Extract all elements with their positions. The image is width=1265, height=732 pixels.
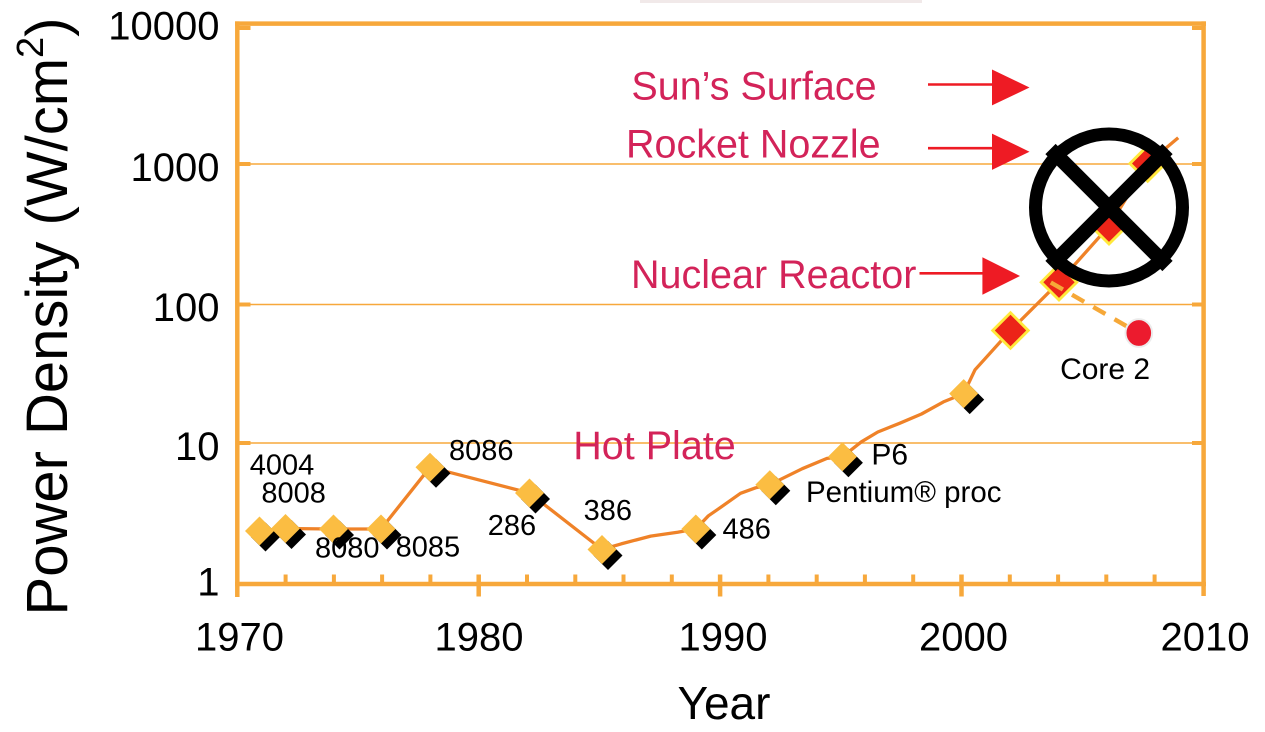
- svg-text:10: 10: [175, 425, 220, 469]
- svg-text:Nuclear Reactor: Nuclear Reactor: [631, 253, 916, 297]
- svg-text:P6: P6: [871, 439, 908, 472]
- svg-text:Year: Year: [678, 677, 771, 729]
- svg-text:10000: 10000: [108, 5, 219, 49]
- svg-text:2000: 2000: [919, 616, 1008, 660]
- svg-text:1: 1: [197, 561, 219, 605]
- svg-text:8085: 8085: [396, 532, 461, 564]
- svg-text:8008: 8008: [261, 477, 326, 509]
- svg-text:Sun’s Surface: Sun’s Surface: [631, 64, 876, 108]
- svg-text:8080: 8080: [315, 533, 380, 565]
- svg-text:1000: 1000: [131, 146, 220, 190]
- svg-text:100: 100: [153, 286, 220, 330]
- svg-text:4004: 4004: [250, 449, 315, 481]
- svg-text:Core 2: Core 2: [1060, 353, 1150, 386]
- svg-text:486: 486: [723, 514, 771, 546]
- svg-text:2010: 2010: [1161, 616, 1250, 660]
- svg-text:1980: 1980: [435, 616, 524, 660]
- svg-text:286: 286: [488, 510, 536, 542]
- svg-text:Pentium® proc: Pentium® proc: [806, 476, 1002, 509]
- svg-text:Power Density (W/cm2): Power Density (W/cm2): [10, 18, 80, 616]
- svg-text:1990: 1990: [679, 616, 768, 660]
- svg-text:386: 386: [584, 495, 632, 527]
- svg-text:Rocket Nozzle: Rocket Nozzle: [626, 123, 881, 167]
- svg-text:8086: 8086: [449, 435, 514, 467]
- svg-text:Hot Plate: Hot Plate: [573, 424, 735, 468]
- svg-text:1970: 1970: [195, 616, 284, 660]
